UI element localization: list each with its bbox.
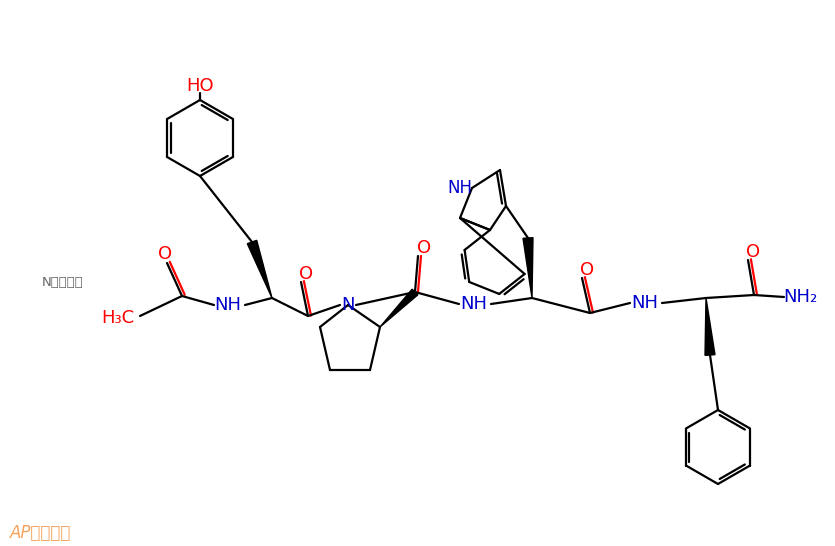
Polygon shape — [705, 298, 715, 355]
Text: O: O — [580, 261, 594, 279]
Text: H₃C: H₃C — [101, 309, 134, 327]
Text: O: O — [299, 265, 313, 283]
Text: NH: NH — [631, 294, 659, 312]
Text: N端乙酰化: N端乙酰化 — [42, 276, 84, 289]
Text: NH: NH — [215, 296, 241, 314]
Polygon shape — [523, 238, 533, 298]
Text: O: O — [158, 245, 172, 263]
Text: HO: HO — [186, 77, 214, 95]
Polygon shape — [380, 289, 418, 327]
Polygon shape — [247, 240, 272, 298]
Text: O: O — [746, 243, 760, 261]
Text: NH₂: NH₂ — [783, 288, 817, 306]
Text: O: O — [417, 239, 431, 257]
Text: AP专肽生物: AP专肽生物 — [10, 524, 71, 542]
Text: NH: NH — [448, 179, 473, 197]
Text: NH: NH — [460, 295, 488, 313]
Text: N: N — [342, 296, 355, 314]
